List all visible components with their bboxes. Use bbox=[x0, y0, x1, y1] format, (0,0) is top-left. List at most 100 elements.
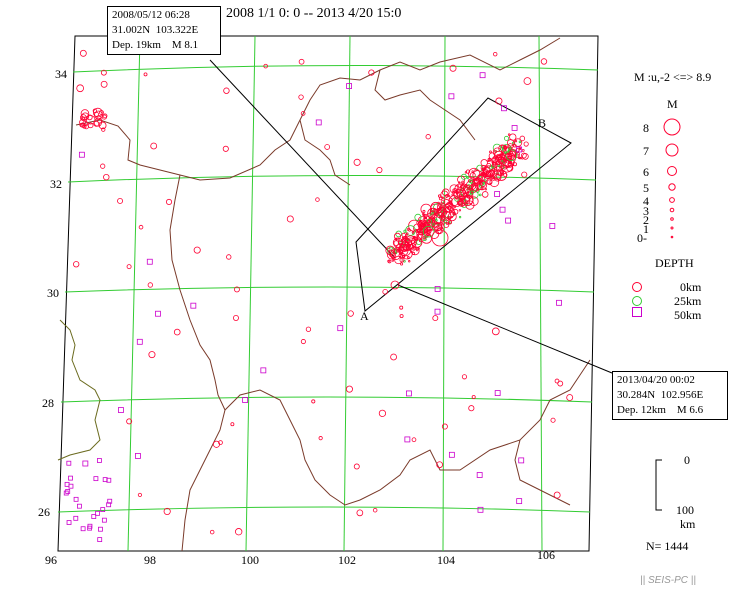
quake-deep bbox=[93, 476, 99, 482]
quake-shallow bbox=[422, 236, 427, 242]
quake-shallow bbox=[137, 492, 142, 498]
quake-shallow bbox=[550, 417, 556, 423]
quake-shallow bbox=[461, 183, 467, 189]
quake-shallow bbox=[436, 461, 443, 469]
legend-mag-label-3: 3 bbox=[643, 204, 649, 218]
quake-shallow bbox=[495, 154, 501, 159]
quake-shallow bbox=[86, 114, 93, 121]
quake-shallow bbox=[286, 215, 294, 223]
quake-shallow bbox=[390, 353, 397, 361]
quake-shallow bbox=[495, 97, 503, 105]
quake-shallow bbox=[440, 218, 445, 223]
quake-shallow bbox=[480, 182, 483, 186]
event-2008-coords: 31.002N 103.322E bbox=[112, 24, 199, 36]
event-box-2013: 2013/04/20 00:02 30.284N 102.956E Dep. 1… bbox=[612, 371, 728, 420]
quake-deep bbox=[549, 223, 556, 229]
quake-deep bbox=[80, 526, 86, 532]
lat-label-32: 32 bbox=[50, 177, 62, 191]
quake-shallow bbox=[493, 166, 498, 170]
quake-shallow bbox=[419, 227, 426, 234]
scale-unit-label: km bbox=[680, 517, 696, 531]
quake-shallow bbox=[438, 196, 443, 201]
quake-shallow bbox=[382, 289, 388, 295]
quake-shallow bbox=[235, 528, 243, 536]
quake-shallow bbox=[461, 374, 468, 380]
quake-shallow bbox=[100, 163, 106, 169]
quake-shallow bbox=[173, 328, 181, 336]
quake-shallow bbox=[389, 251, 395, 258]
quake-deep bbox=[406, 390, 412, 397]
quake-deep bbox=[346, 83, 353, 89]
quake-shallow bbox=[378, 409, 387, 417]
quake-deep bbox=[146, 258, 153, 265]
quake-shallow bbox=[445, 217, 448, 220]
quake-shallow bbox=[300, 339, 306, 345]
quake-shallow bbox=[445, 222, 449, 226]
lat-gridlines bbox=[57, 64, 599, 513]
map-frame bbox=[57, 35, 599, 552]
quake-shallow bbox=[458, 209, 462, 212]
quake-shallow bbox=[406, 228, 410, 231]
quake-shallow bbox=[103, 173, 110, 181]
quake-shallow bbox=[193, 246, 201, 254]
quake-shallow bbox=[448, 197, 453, 202]
quake-shallow bbox=[417, 247, 420, 250]
quake-deep bbox=[96, 458, 102, 463]
quake-shallow bbox=[386, 250, 397, 260]
legend-mag-label-4: 4 bbox=[643, 194, 649, 208]
quake-deep bbox=[448, 93, 455, 100]
legend-mag-label-7: 7 bbox=[643, 144, 649, 158]
quake-shallow bbox=[456, 185, 460, 188]
quake-shallow bbox=[498, 165, 502, 169]
quake-shallow bbox=[80, 116, 85, 121]
quake-shallow bbox=[143, 72, 148, 77]
quake-deep bbox=[477, 506, 484, 513]
coast-west bbox=[57, 319, 101, 461]
quake-deep bbox=[97, 537, 103, 543]
callout-line-2 bbox=[397, 284, 613, 374]
quake-deep bbox=[135, 453, 141, 459]
quake-shallow bbox=[452, 188, 458, 193]
legend-mag-7 bbox=[665, 143, 679, 157]
quake-shallow bbox=[414, 236, 419, 241]
quake-deep bbox=[106, 502, 112, 508]
quake-shallow bbox=[148, 351, 156, 359]
quake-shallow bbox=[101, 114, 107, 120]
quake-shallow bbox=[315, 197, 320, 202]
quake-shallow bbox=[455, 196, 458, 200]
quake-shallow bbox=[492, 147, 503, 157]
legend-mag-0 bbox=[670, 235, 674, 239]
quake-shallow bbox=[470, 190, 479, 199]
quake-shallow bbox=[92, 107, 103, 118]
quake-deep bbox=[479, 72, 486, 79]
quake-shallow bbox=[431, 229, 449, 247]
quake-shallow bbox=[117, 197, 124, 204]
quake-shallow bbox=[425, 134, 431, 140]
quake-shallow bbox=[476, 179, 488, 191]
province-borders bbox=[75, 37, 591, 552]
quake-shallow bbox=[494, 150, 504, 161]
quake-deep bbox=[448, 451, 455, 458]
quake-shallow bbox=[486, 178, 493, 185]
quake-deep bbox=[101, 517, 107, 523]
quake-shallow bbox=[404, 241, 408, 244]
legend-mag-label-1: 1 bbox=[643, 222, 649, 236]
quake-deep bbox=[107, 498, 113, 504]
legend-depth-label-25: 25km bbox=[674, 294, 702, 308]
quake-shallow bbox=[489, 177, 500, 188]
quake-shallow bbox=[324, 144, 331, 150]
quake-shallow bbox=[557, 380, 564, 387]
quake-shallow bbox=[471, 170, 474, 173]
quake-shallow bbox=[406, 256, 410, 259]
legend-mag-label-8: 8 bbox=[643, 121, 649, 135]
quake-shallow bbox=[481, 191, 489, 198]
quake-shallow bbox=[447, 220, 452, 225]
quake-shallow bbox=[126, 264, 132, 270]
quake-shallow bbox=[99, 110, 104, 115]
lat-28-line bbox=[60, 396, 593, 403]
quake-shallow bbox=[507, 143, 514, 150]
lon-label-102: 102 bbox=[338, 553, 356, 567]
legend-mag-2 bbox=[670, 217, 674, 221]
quake-shallow bbox=[138, 224, 144, 230]
scale-top-label: 0 bbox=[684, 453, 690, 467]
